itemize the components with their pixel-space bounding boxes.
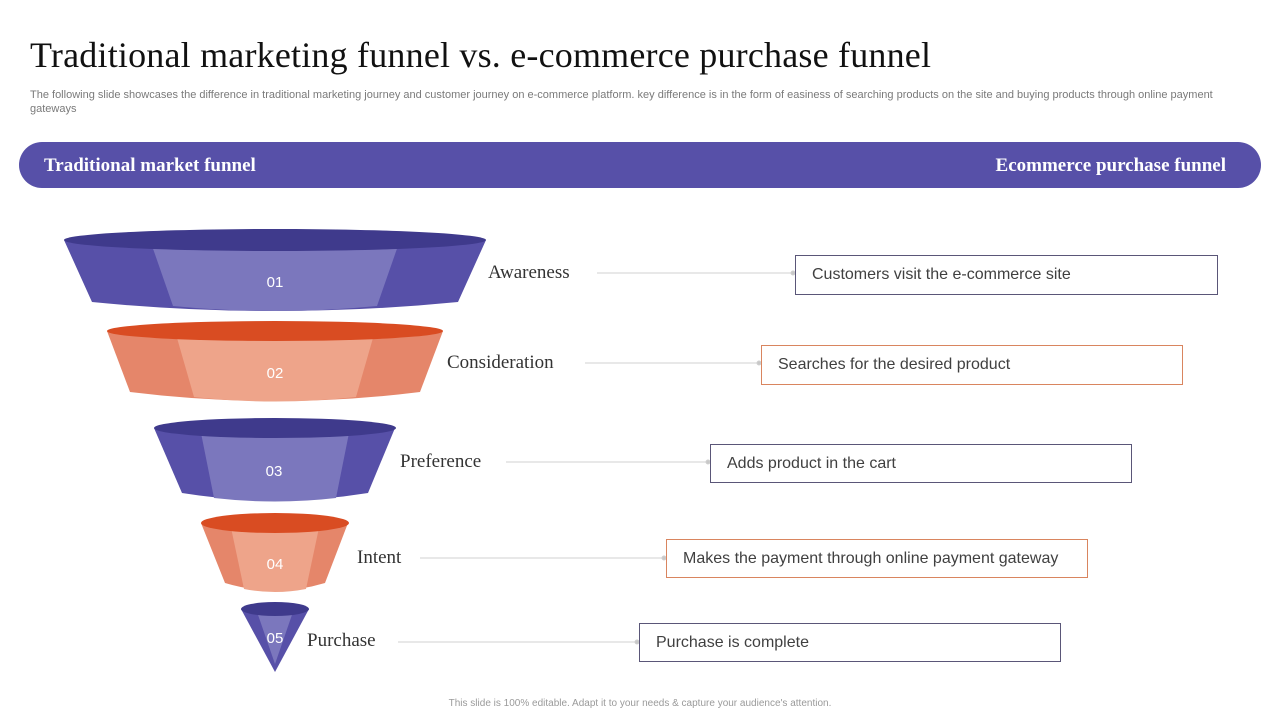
- description-box-2: Searches for the desired product: [761, 345, 1183, 385]
- segment-number-3: 03: [266, 463, 283, 480]
- stage-label-preference: Preference: [400, 451, 482, 472]
- page-title: Traditional marketing funnel vs. e-comme…: [30, 35, 932, 75]
- footer-note: This slide is 100% editable. Adapt it to…: [448, 698, 832, 709]
- funnel-segment-1: 01: [64, 229, 486, 311]
- description-box-5: Purchase is complete: [639, 623, 1061, 662]
- stage-label-purchase: Purchase: [307, 630, 376, 651]
- segment-number-5: 05: [267, 630, 284, 647]
- stage-label-consideration: Consideration: [447, 352, 554, 373]
- page-subtitle: The following slide showcases the differ…: [30, 89, 1213, 115]
- segment-number-4: 04: [267, 556, 284, 573]
- funnel-segment-2: 02: [107, 321, 443, 402]
- segment-number-2: 02: [267, 365, 284, 382]
- description-box-1: Customers visit the e-commerce site: [795, 255, 1218, 295]
- segment-number-1: 01: [267, 274, 284, 291]
- banner-left-label: Traditional market funnel: [44, 155, 256, 176]
- description-box-4: Makes the payment through online payment…: [666, 539, 1088, 578]
- funnel-segment-4: 04: [201, 513, 349, 592]
- stage-label-intent: Intent: [357, 547, 402, 568]
- banner-right-label: Ecommerce purchase funnel: [995, 155, 1226, 176]
- funnel-segment-3: 03: [154, 418, 396, 502]
- header-banner: Traditional market funnel Ecommerce purc…: [19, 142, 1261, 188]
- funnel-segment-5: 05: [241, 602, 309, 672]
- description-box-3: Adds product in the cart: [710, 444, 1132, 483]
- stage-label-awareness: Awareness: [488, 262, 570, 283]
